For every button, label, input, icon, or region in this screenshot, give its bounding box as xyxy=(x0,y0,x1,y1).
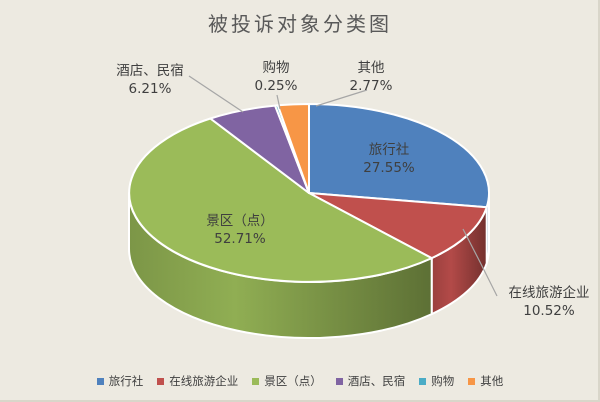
pie-slice-travel-agency xyxy=(308,103,490,209)
legend-item-other: 其他 xyxy=(468,373,503,389)
slice-percent: 10.52% xyxy=(523,303,575,319)
legend-marker-hotel-bnb xyxy=(335,377,343,385)
legend-label: 购物 xyxy=(431,374,455,388)
slice-name: 在线旅游企业 xyxy=(508,284,590,301)
leader-line-other xyxy=(315,89,368,107)
legend-label: 旅行社 xyxy=(108,374,144,388)
slice-label-online-travel-enterprise: 在线旅游企业 10.52% xyxy=(509,284,590,320)
legend-item-travel-agency: 旅行社 xyxy=(96,373,144,389)
legend-marker-shopping xyxy=(419,377,427,385)
pie-slice-other xyxy=(276,102,310,194)
slice-name: 旅行社 xyxy=(368,141,410,158)
leader-line-online-travel-enterprise xyxy=(462,228,498,297)
leader-line-hotel-bnb xyxy=(188,75,244,113)
slice-name: 酒店、民宿 xyxy=(116,62,184,79)
slice-percent: 0.25% xyxy=(254,78,298,94)
legend-item-online-travel-enterprise: 在线旅游企业 xyxy=(157,373,238,389)
slice-label-scenic-area: 景区（点） 52.71% xyxy=(206,212,274,248)
legend: 旅行社 在线旅游企业 景区（点） 酒店、民宿 购物 其他 xyxy=(0,373,600,389)
slice-name: 景区（点） xyxy=(206,212,274,229)
slice-label-shopping: 购物 0.25% xyxy=(255,59,298,95)
slice-percent: 52.71% xyxy=(214,231,266,247)
slice-label-travel-agency: 旅行社 27.55% xyxy=(363,141,414,177)
legend-label: 酒店、民宿 xyxy=(347,374,406,388)
slice-percent: 27.55% xyxy=(363,160,415,176)
legend-marker-scenic-area xyxy=(252,377,260,385)
legend-label: 其他 xyxy=(480,374,504,388)
legend-item-scenic-area: 景区（点） xyxy=(252,373,322,389)
slice-percent: 6.21% xyxy=(128,81,172,97)
chart-title: 被投诉对象分类图 xyxy=(208,12,392,36)
legend-marker-other xyxy=(468,377,476,385)
legend-label: 景区（点） xyxy=(264,374,322,388)
slice-name: 其他 xyxy=(357,59,385,76)
legend-item-shopping: 购物 xyxy=(419,373,454,389)
slice-label-other: 其他 2.77% xyxy=(350,59,393,95)
slice-percent: 2.77% xyxy=(349,78,393,94)
slice-name: 购物 xyxy=(262,59,290,76)
pie-slice-scenic-area xyxy=(128,117,433,283)
legend-marker-online-travel-enterprise xyxy=(157,377,165,385)
legend-item-hotel-bnb: 酒店、民宿 xyxy=(335,373,406,389)
pie-slice-online-travel-enterprise xyxy=(308,192,488,260)
leader-line-shopping xyxy=(276,94,281,110)
legend-marker-travel-agency xyxy=(96,377,104,385)
slice-label-hotel-bnb: 酒店、民宿 6.21% xyxy=(116,62,184,98)
legend-label: 在线旅游企业 xyxy=(169,374,239,388)
